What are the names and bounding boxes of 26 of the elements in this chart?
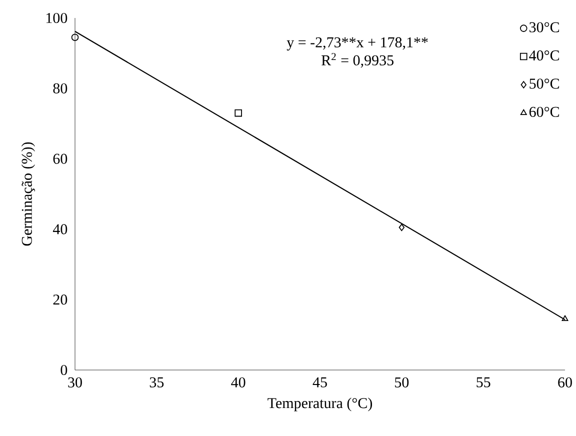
x-tick-label: 30 bbox=[68, 377, 82, 388]
x-tick-label: 40 bbox=[231, 377, 246, 388]
x-tick-label: 55 bbox=[476, 377, 490, 388]
point bbox=[398, 224, 405, 232]
point bbox=[562, 315, 568, 322]
x-tick-label: 45 bbox=[312, 377, 327, 388]
annotation: x + 178,1** bbox=[356, 37, 428, 50]
y-tick-label: 60 bbox=[53, 154, 68, 164]
y-tick-label: 40 bbox=[52, 224, 68, 234]
y-axis-title: Germinação (%)) bbox=[21, 142, 35, 246]
annotation: y = -2,73** bbox=[286, 37, 356, 50]
legend-label: 60°C bbox=[529, 106, 559, 117]
annotation: R$^{2}$ = 0,9935 bbox=[322, 53, 394, 68]
y-tick-label: 20 bbox=[53, 294, 68, 305]
x-tick-label: 60 bbox=[558, 377, 572, 388]
y-tick-label: 80 bbox=[53, 83, 68, 94]
point bbox=[234, 109, 242, 117]
legend-label: 30°C bbox=[530, 22, 559, 32]
x-tick-label: 35 bbox=[150, 377, 164, 388]
legend-label: 40°C bbox=[529, 50, 559, 61]
y-tick-label: 0 bbox=[60, 364, 68, 376]
x-tick-label: 50 bbox=[395, 377, 409, 388]
legend-label: 50°C bbox=[530, 78, 559, 89]
y-tick-label: 100 bbox=[46, 12, 68, 24]
x-axis-title: Temperatura (°C) bbox=[268, 398, 372, 412]
point bbox=[71, 34, 79, 42]
